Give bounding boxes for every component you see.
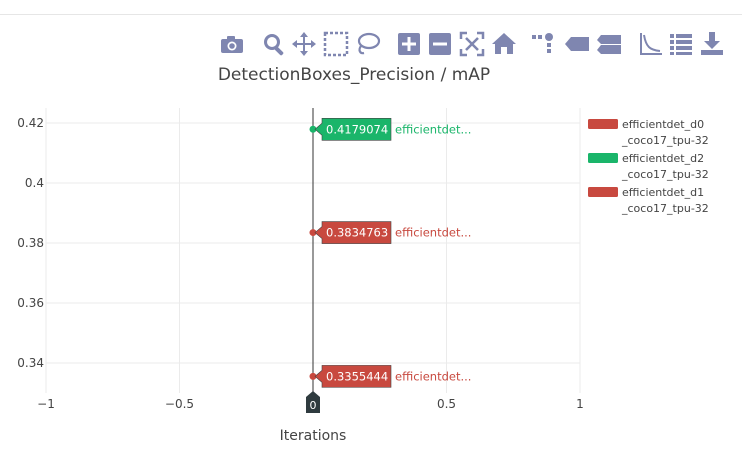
hover-label-box bbox=[314, 221, 392, 244]
spike-x-label-text: 0 bbox=[310, 399, 317, 412]
hover-label-box bbox=[314, 365, 392, 388]
data-points[interactable] bbox=[309, 125, 317, 380]
y-tick-label: 0.36 bbox=[17, 296, 44, 310]
box-select-icon[interactable] bbox=[323, 31, 349, 57]
spike-lines-icon[interactable] bbox=[530, 31, 556, 57]
zoom-in-icon[interactable] bbox=[396, 31, 422, 57]
y-tick-label: 0.42 bbox=[17, 116, 44, 130]
data-point[interactable] bbox=[309, 372, 317, 380]
hover-closest-icon[interactable] bbox=[564, 31, 590, 57]
hover-value: 0.4179074 bbox=[326, 122, 388, 136]
legend-swatch bbox=[588, 119, 618, 129]
hover-compare-icon[interactable] bbox=[596, 31, 622, 57]
modebar bbox=[219, 31, 731, 57]
legend-swatch bbox=[588, 153, 618, 163]
y-tick-label: 0.38 bbox=[17, 236, 44, 250]
hover-label-box bbox=[314, 117, 392, 141]
hover-series-name: efficientdet... bbox=[395, 122, 471, 136]
data-point[interactable] bbox=[309, 125, 317, 133]
x-tick-label: 1 bbox=[576, 397, 584, 411]
axis-scale-icon[interactable] bbox=[637, 31, 663, 57]
legend-label-line2: _coco17_tpu-32 bbox=[621, 168, 709, 181]
hover-label: 0.3834763 efficientdet... bbox=[314, 221, 471, 244]
chart-title: DetectionBoxes_Precision / mAP bbox=[218, 65, 490, 85]
y-tick-label: 0.34 bbox=[17, 356, 44, 370]
legend-label-line2: _coco17_tpu-32 bbox=[621, 202, 709, 215]
legend-label-line1: efficientdet_d1 bbox=[622, 186, 704, 199]
pan-icon[interactable] bbox=[291, 31, 317, 57]
camera-icon[interactable] bbox=[219, 31, 245, 57]
legend-label-line1: efficientdet_d2 bbox=[622, 152, 704, 165]
autoscale-icon[interactable] bbox=[459, 31, 485, 57]
legend-swatch bbox=[588, 187, 618, 197]
reset-axes-icon[interactable] bbox=[491, 31, 517, 57]
y-tick-label: 0.4 bbox=[25, 176, 44, 190]
legend-label-line1: efficientdet_d0 bbox=[622, 118, 704, 131]
x-axis: −1 −0.5 0.5 1 bbox=[37, 397, 584, 411]
hover-label: 0.4179074 efficientdet... bbox=[314, 117, 471, 141]
x-tick-label: −1 bbox=[37, 397, 55, 411]
x-tick-label: −0.5 bbox=[165, 397, 194, 411]
list-icon[interactable] bbox=[668, 31, 694, 57]
hover-label: 0.3355444 efficientdet... bbox=[314, 365, 471, 388]
data-point[interactable] bbox=[309, 229, 317, 237]
hover-series-name: efficientdet... bbox=[395, 226, 471, 240]
zoom-icon[interactable] bbox=[261, 31, 287, 57]
legend-label-line2: _coco17_tpu-32 bbox=[621, 134, 709, 147]
hover-series-name: efficientdet... bbox=[395, 369, 471, 383]
hover-value: 0.3834763 bbox=[326, 226, 388, 240]
y-axis: 0.34 0.36 0.38 0.4 0.42 bbox=[17, 116, 44, 370]
spike-x-label: 0 bbox=[306, 391, 320, 413]
zoom-out-icon[interactable] bbox=[427, 31, 453, 57]
hover-value: 0.3355444 bbox=[326, 369, 388, 383]
toolbar-divider bbox=[0, 14, 742, 15]
x-axis-title: Iterations bbox=[280, 428, 347, 444]
lasso-select-icon[interactable] bbox=[355, 31, 381, 57]
x-tick-label: 0.5 bbox=[437, 397, 456, 411]
download-icon[interactable] bbox=[699, 31, 725, 57]
legend: efficientdet_d0 _coco17_tpu-32 efficientde… bbox=[588, 118, 709, 215]
hover-labels: 0.3355444 efficientdet... 0.4179074 efficie… bbox=[314, 117, 471, 388]
